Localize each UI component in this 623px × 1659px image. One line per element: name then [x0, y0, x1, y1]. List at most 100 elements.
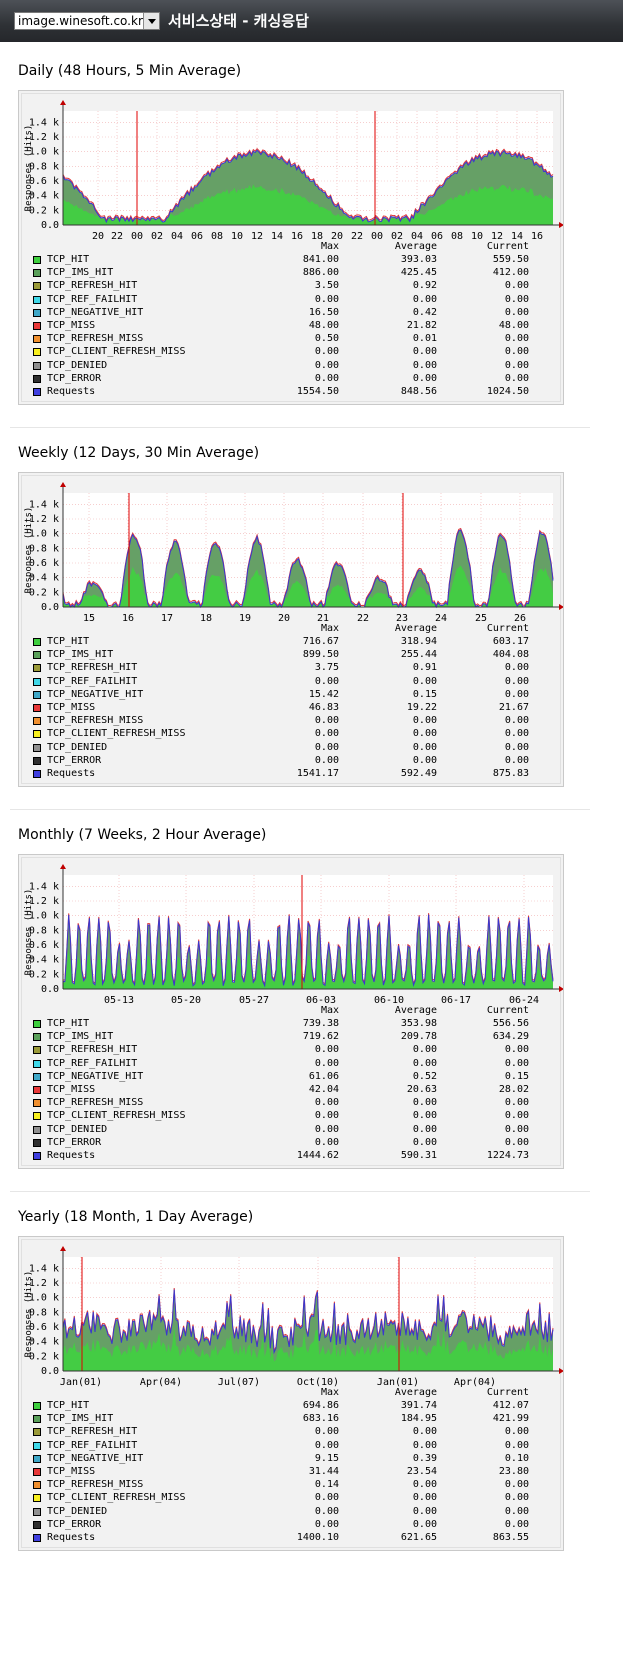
section-divider: [10, 1191, 590, 1192]
legend-current-value: 0.00: [504, 1110, 529, 1122]
legend-average-value: 209.78: [400, 1031, 437, 1043]
legend-max-value: 0.00: [314, 359, 339, 371]
legend-current-value: 421.99: [492, 1413, 529, 1425]
legend-current-value: 0.00: [504, 741, 529, 753]
legend-average-value: 0.39: [412, 1452, 437, 1464]
legend-row: TCP_DENIED 0.00 0.00 0.00: [31, 1124, 551, 1137]
legend-row: TCP_REFRESH_HIT 3.50 0.92 0.00: [31, 280, 551, 293]
legend-current-value: 0.00: [504, 675, 529, 687]
legend-average-value: 391.74: [400, 1400, 437, 1411]
legend-current-value: 603.17: [492, 636, 529, 647]
legend-series-name: TCP_HIT: [47, 636, 90, 647]
legend-average-value: 0.00: [412, 1097, 437, 1109]
legend-swatch: [33, 677, 41, 686]
legend-average-value: 0.01: [412, 333, 437, 345]
legend-max-value: 1400.10: [296, 1532, 339, 1543]
legend-series-name: TCP_ERROR: [47, 1136, 102, 1148]
legend-series-name: TCP_CLIENT_REFRESH_MISS: [47, 1492, 186, 1504]
host-select-value: image.winesoft.co.kr: [18, 14, 143, 28]
y-axis-title: Responses (Hits): [24, 507, 34, 594]
legend-max-value: 0.00: [314, 1136, 339, 1148]
legend-average-value: 20.63: [406, 1084, 437, 1095]
legend-series-name: TCP_MISS: [47, 1084, 96, 1095]
legend-row: TCP_MISS 46.83 19.22 21.67: [31, 702, 551, 715]
legend-header-average: Average: [394, 623, 437, 634]
y-tick-label: 0.0: [41, 1366, 59, 1377]
legend-row: Requests 1444.62 590.31 1224.73: [31, 1150, 551, 1163]
legend-series-name: TCP_CLIENT_REFRESH_MISS: [47, 728, 186, 740]
top-bar: image.winesoft.co.kr 서비스상태 - 캐싱응답: [0, 0, 623, 42]
legend-swatch: [33, 1125, 41, 1134]
legend-swatch: [33, 1072, 41, 1081]
legend-row: TCP_CLIENT_REFRESH_MISS 0.00 0.00 0.00: [31, 346, 551, 359]
legend-current-value: 0.00: [504, 359, 529, 371]
legend-average-value: 0.00: [412, 1505, 437, 1517]
legend-current-value: 0.00: [504, 1505, 529, 1517]
legend-current-value: 634.29: [492, 1031, 529, 1043]
legend-series-name: TCP_IMS_HIT: [47, 267, 114, 279]
legend-current-value: 0.00: [504, 1492, 529, 1504]
legend-average-value: 353.98: [400, 1018, 437, 1029]
legend-swatch: [33, 664, 41, 673]
legend-header-max: Max: [320, 1005, 339, 1016]
series-area-ims-hit: [63, 150, 553, 225]
legend-swatch: [33, 690, 41, 699]
legend-row: TCP_REFRESH_HIT 0.00 0.00 0.00: [31, 1426, 551, 1439]
legend-row: Requests 1400.10 621.65 863.55: [31, 1532, 551, 1545]
x-tick-label: 22: [357, 613, 369, 624]
x-tick-label: 16: [531, 231, 543, 242]
graph-title: Yearly (18 Month, 1 Day Average): [18, 1209, 254, 1225]
x-tick-label: 20: [278, 613, 290, 624]
legend-row: TCP_REF_FAILHIT 0.00 0.00 0.00: [31, 676, 551, 689]
legend-header-current: Current: [486, 623, 529, 634]
legend-series-name: TCP_REFRESH_HIT: [47, 1426, 138, 1438]
x-tick-label: 21: [317, 613, 329, 624]
legend-swatch: [33, 388, 41, 396]
x-tick-label: Oct(10): [297, 1377, 339, 1388]
legend-max-value: 1541.17: [296, 768, 339, 779]
x-tick-label: 08: [211, 231, 223, 242]
legend-current-value: 1224.73: [486, 1150, 529, 1161]
y-tick-label: 1.2 k: [29, 514, 59, 525]
legend-swatch: [33, 1428, 41, 1437]
series-line-requests: [62, 914, 554, 988]
legend-swatch: [33, 1454, 41, 1463]
legend-average-value: 0.00: [412, 1044, 437, 1056]
legend-average-value: 0.42: [412, 306, 437, 318]
legend-header-current: Current: [486, 1005, 529, 1016]
legend-swatch: [33, 256, 41, 264]
graph-panel: 0.0 0.2 k 0.4 k 0.6 k 0.8 k 1.0 k 1.2 k 1.4 k 15…: [18, 472, 564, 787]
legend-average-value: 590.31: [400, 1150, 437, 1161]
legend-max-value: 716.67: [302, 636, 339, 647]
x-tick-label: Jan(01): [60, 1377, 102, 1388]
series-area-hit: [63, 184, 553, 225]
x-tick-label: 26: [514, 613, 526, 624]
legend-series-name: TCP_IMS_HIT: [47, 1031, 114, 1043]
legend-swatch: [33, 1481, 41, 1490]
legend-series-name: Requests: [47, 768, 96, 779]
legend-swatch: [33, 269, 41, 278]
legend-series-name: TCP_REFRESH_MISS: [47, 1097, 144, 1109]
traffic-graph: 0.0 0.2 k 0.4 k 0.6 k 0.8 k 1.0 k 1.2 k 1.4 k Ja…: [24, 1246, 563, 1388]
x-tick-label: 02: [151, 231, 163, 242]
legend-row: TCP_MISS 42.04 20.63 28.02: [31, 1084, 551, 1097]
legend-current-value: 0.00: [504, 333, 529, 345]
legend-swatch: [33, 1086, 41, 1094]
x-tick-label: 05-13: [104, 995, 134, 1006]
legend-average-value: 0.00: [412, 1057, 437, 1069]
legend-max-value: 61.06: [308, 1070, 339, 1082]
y-tick-label: 0.0: [41, 602, 59, 613]
legend-series-name: TCP_REFRESH_HIT: [47, 662, 138, 674]
legend-swatch: [33, 322, 41, 330]
legend-series-name: TCP_ERROR: [47, 754, 102, 766]
legend-swatch: [33, 335, 41, 344]
legend-header-average: Average: [394, 1005, 437, 1016]
legend-header-max: Max: [320, 623, 339, 634]
y-tick-label: 1.2 k: [29, 1278, 59, 1289]
chevron-down-icon[interactable]: [143, 13, 159, 29]
legend-swatch: [33, 1507, 41, 1516]
series-area-ims-hit: [63, 1289, 553, 1371]
section-divider: [10, 809, 590, 810]
legend-series-name: TCP_REFRESH_HIT: [47, 280, 138, 292]
host-select[interactable]: image.winesoft.co.kr: [14, 12, 160, 30]
